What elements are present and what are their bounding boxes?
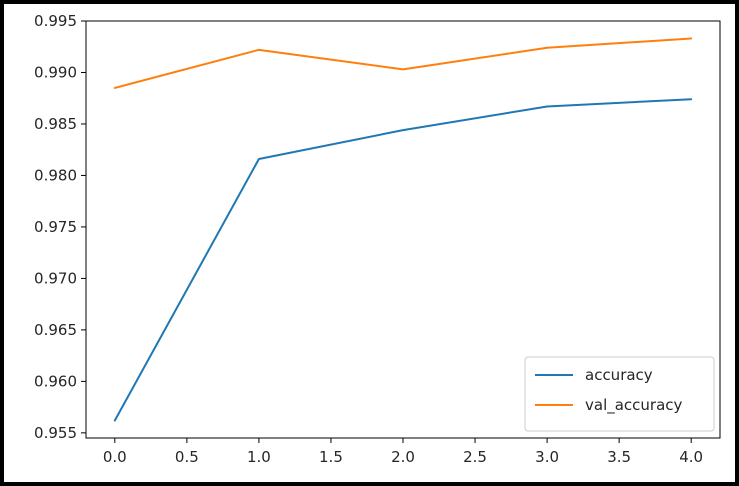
x-tick-label: 1.0: [247, 448, 271, 466]
y-tick-label: 0.955: [34, 424, 77, 442]
line-chart: 0.0 0.5 1.0 1.5 2.0 2.5 3.0 3.5 4.0 0.9550.9600.…: [34, 12, 721, 466]
x-tick-label: 3.0: [535, 448, 559, 466]
series-line-val-accuracy: [113, 37, 693, 89]
y-axis: 0.955 0.960 0.965 0.970 0.975 0.980 0.985 0.990…: [34, 12, 86, 442]
x-tick-label: 4.0: [679, 448, 703, 466]
series-layer: [113, 37, 693, 422]
x-tick-label: 0.5: [175, 448, 199, 466]
x-tick-label: 2.5: [463, 448, 487, 466]
y-tick-label: 0.975: [34, 218, 77, 236]
x-tick-label: 2.0: [391, 448, 415, 466]
figure: 0.0 0.5 1.0 1.5 2.0 2.5 3.0 3.5 4.0 0.955 0.960 0.…: [4, 4, 735, 482]
y-tick-label: 0.995: [34, 12, 77, 30]
y-tick-label: 0.990: [34, 63, 77, 81]
series-line-accuracy: [113, 98, 693, 422]
y-tick-label: 0.960: [34, 372, 77, 390]
x-tick-label: 0.0: [103, 448, 127, 466]
legend-label-accuracy: accuracy: [585, 366, 653, 384]
y-tick-label: 0.980: [34, 166, 77, 184]
legend-label-val-accuracy: val_accuracy: [585, 396, 683, 415]
y-tick-label: 0.985: [34, 115, 77, 133]
legend: accuracy val_accuracy: [524, 356, 715, 432]
x-tick-label: 1.5: [319, 448, 343, 466]
x-axis: 0.0 0.5 1.0 1.5 2.0 2.5 3.0 3.5 4.0: [103, 438, 703, 466]
x-tick-label: 3.5: [607, 448, 631, 466]
y-tick-label: 0.970: [34, 269, 77, 287]
y-tick-label: 0.965: [34, 321, 77, 339]
